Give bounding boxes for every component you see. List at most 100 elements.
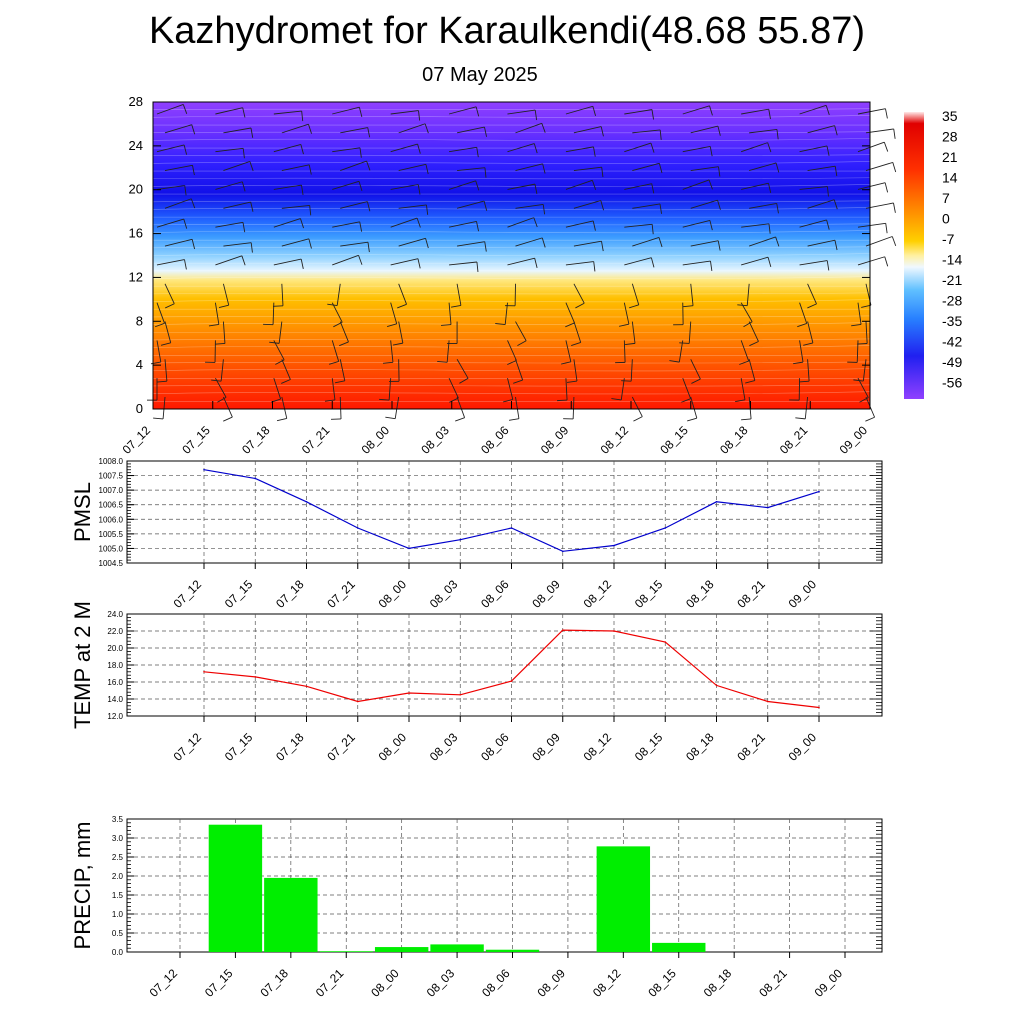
y-tick-label: 18.0: [107, 661, 123, 670]
y-tick-label: 1006.5: [99, 501, 124, 510]
x-tick-label: 08_00: [376, 730, 410, 764]
data-point: [613, 630, 615, 632]
colorbar-label: 7: [942, 190, 950, 206]
wind-barb: [741, 182, 772, 194]
precip-bar: [319, 951, 373, 952]
x-tick-label: 08_03: [427, 730, 461, 764]
data-point: [766, 700, 769, 703]
wind-barb: [690, 359, 701, 384]
x-tick-label: 08_06: [479, 966, 513, 1000]
y-tick-label: 1004.5: [99, 559, 124, 568]
wind-barb: [324, 378, 336, 402]
wind-barb: [164, 198, 196, 209]
x-tick-label: 09_00: [786, 577, 820, 611]
wind-barb: [682, 179, 713, 190]
wind-barb: [619, 302, 630, 327]
wind-barb: [263, 302, 275, 326]
wind-barb: [624, 183, 655, 194]
x-tick-label: 07_18: [273, 577, 307, 611]
wind-barb: [223, 127, 254, 138]
y-axis-title: PRECIP, mm: [70, 822, 95, 950]
x-tick-label: 08_21: [777, 423, 811, 457]
contour-line: [152, 292, 871, 295]
y-tick-label: 1007.5: [99, 472, 124, 481]
wind-barb: [807, 239, 838, 251]
wind-barb: [563, 396, 575, 420]
x-tick-label: 09_00: [786, 730, 820, 764]
wind-barb: [440, 302, 452, 326]
wind-barb: [457, 167, 487, 178]
data-point: [510, 527, 513, 529]
wind-barb: [390, 184, 421, 195]
wind-barb: [857, 256, 889, 267]
pmsl-panel: 1004.5 1005.0 1005.5 1006.0 1006.5 1007.0 1007…: [70, 457, 883, 611]
y-tick-label: 22.0: [107, 627, 123, 636]
wind-barb: [507, 109, 538, 121]
wind-barb: [515, 163, 546, 174]
x-tick-label: 07_15: [179, 423, 213, 457]
precip-bar: [208, 824, 263, 952]
colorbar-label: -35: [942, 313, 962, 329]
wind-barb: [565, 220, 596, 231]
contour-lines: [152, 108, 871, 402]
wind-barb: [156, 185, 187, 196]
precip-bar: [596, 846, 651, 952]
y-tick-label: 14.0: [107, 695, 123, 704]
wind-barb: [682, 145, 713, 157]
wind-barb: [565, 146, 596, 157]
y-tick-label: 20.0: [107, 644, 123, 653]
contour-line: [152, 177, 871, 180]
wind-barb: [853, 359, 867, 382]
y-tick-label: 1.5: [112, 891, 124, 900]
wind-barb: [215, 107, 246, 118]
wind-barb: [390, 143, 421, 154]
wind-barb: [745, 359, 756, 384]
colorbar-label: -14: [942, 252, 962, 268]
x-tick-label: 08_03: [418, 423, 452, 457]
x-tick-label: 08_00: [368, 966, 402, 1000]
wind-barb: [156, 359, 168, 383]
x-tick-label: 08_18: [683, 577, 717, 611]
y-tick-label: 12.0: [107, 712, 123, 721]
data-point: [715, 684, 718, 687]
data-point: [305, 685, 308, 688]
wind-barb: [741, 256, 772, 267]
wind-barb: [281, 204, 312, 216]
wind-barb: [385, 396, 400, 420]
y-tick-label: 0: [136, 401, 143, 416]
contour-line: [152, 276, 871, 280]
wind-barb: [739, 340, 750, 365]
wind-barb: [624, 109, 654, 120]
wind-barb: [340, 241, 370, 253]
wind-barb: [565, 105, 597, 117]
wind-barb: [624, 142, 655, 153]
colorbar-label: 35: [942, 108, 958, 124]
wind-barb: [515, 321, 527, 347]
wind-barb: [281, 123, 312, 134]
x-tick-label: 08_03: [427, 577, 461, 611]
wind-barb: [741, 223, 771, 234]
colorbar-label: -21: [942, 272, 962, 288]
wind-barb: [565, 261, 596, 272]
x-tick-label: 08_00: [359, 423, 393, 457]
x-tick-label: 07_15: [202, 966, 236, 1000]
wind-barb: [156, 218, 188, 229]
precip-bar: [652, 942, 706, 952]
y-tick-label: 2.5: [112, 853, 124, 862]
contour-line: [152, 253, 871, 257]
wind-barb: [632, 162, 663, 174]
wind-barb: [456, 200, 488, 211]
y-tick-label: 1006.0: [99, 515, 124, 524]
precip-bar: [430, 944, 484, 952]
x-tick-label: 07_21: [299, 423, 333, 457]
colorbar-labels: 35 28 21 14 7 0 -7 -14 -21 -28 -35 -42 -49 -56: [942, 108, 962, 391]
wind-barb: [223, 201, 254, 212]
contour-line: [152, 384, 871, 387]
wind-barb: [857, 222, 888, 234]
wind-barb: [455, 396, 466, 422]
wind-barb: [215, 181, 246, 192]
wind-barb: [807, 283, 817, 309]
wind-barb: [573, 283, 585, 309]
x-tick-label: 08_18: [683, 730, 717, 764]
x-tick-label: 08_12: [598, 423, 632, 457]
